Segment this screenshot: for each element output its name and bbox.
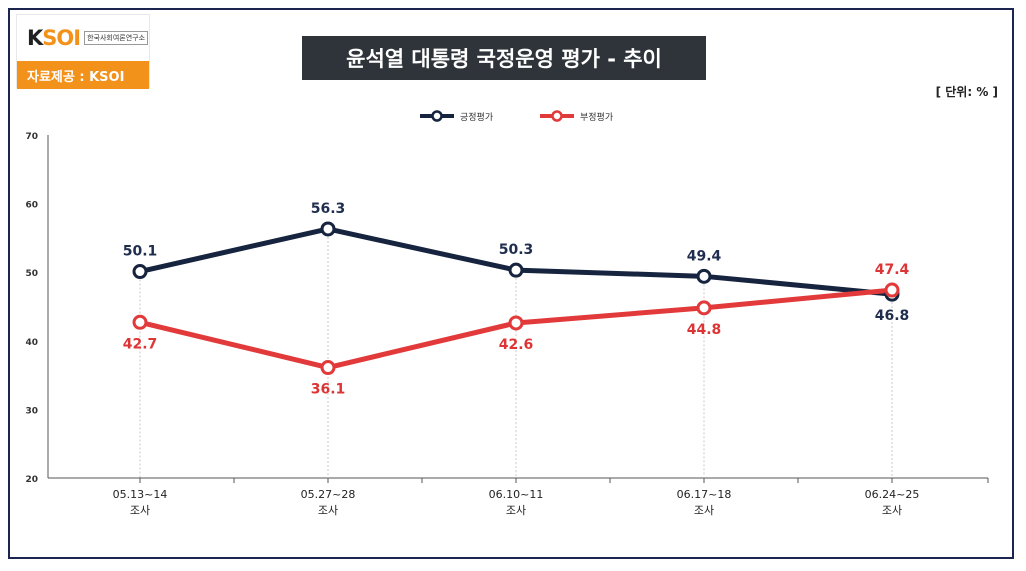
negative-point	[696, 300, 712, 316]
negative-point	[508, 315, 524, 331]
x-tick-label: 05.13~14	[113, 488, 168, 501]
positive-point	[508, 262, 524, 278]
chart-frame	[8, 8, 1014, 559]
y-tick-label: 50	[25, 269, 38, 279]
positive-point	[320, 221, 336, 237]
positive-data-label: 50.1	[123, 244, 158, 260]
negative-data-label: 42.6	[499, 337, 534, 353]
legend-negative-label: 부정평가	[580, 112, 613, 123]
logo-mark: KSOI	[27, 26, 81, 50]
x-tick-label: 06.24~25	[865, 488, 920, 501]
positive-data-label: 50.3	[499, 242, 534, 258]
negative-data-label: 42.7	[123, 336, 158, 352]
legend-positive-marker	[431, 110, 443, 122]
x-tick-sublabel: 조사	[882, 504, 902, 517]
x-tick-sublabel: 조사	[130, 504, 150, 517]
chart-title: 윤석열 대통령 국정운영 평가 - 추이	[302, 36, 706, 80]
negative-data-label: 44.8	[687, 322, 722, 338]
legend-negative-marker	[551, 110, 563, 122]
unit-label: [ 단위: % ]	[935, 85, 998, 99]
negative-point	[320, 360, 336, 376]
positive-point	[132, 264, 148, 280]
x-tick-label: 06.17~18	[677, 488, 732, 501]
positive-data-label: 46.8	[875, 308, 910, 324]
y-tick-label: 40	[25, 338, 38, 348]
negative-data-label: 47.4	[875, 262, 910, 278]
x-tick-sublabel: 조사	[694, 504, 714, 517]
positive-point	[696, 268, 712, 284]
x-tick-label: 06.10~11	[489, 488, 544, 501]
y-tick-label: 30	[25, 406, 38, 416]
source-label: 자료제공 : KSOI	[17, 61, 149, 89]
y-tick-label: 70	[25, 132, 38, 142]
y-tick-label: 20	[25, 475, 38, 485]
negative-point	[884, 282, 900, 298]
positive-series-line	[137, 226, 895, 297]
positive-data-label: 56.3	[311, 201, 346, 217]
negative-point	[132, 314, 148, 330]
y-tick-label: 60	[25, 201, 38, 211]
legend-positive-label: 긍정평가	[460, 112, 493, 123]
logo-subtitle: 한국사회여론연구소	[84, 31, 149, 45]
ksoi-logo: KSOI 한국사회여론연구소 자료제공 : KSOI	[16, 14, 150, 89]
x-tick-sublabel: 조사	[506, 504, 526, 517]
x-tick-sublabel: 조사	[318, 504, 338, 517]
positive-data-label: 49.4	[687, 248, 722, 264]
negative-data-label: 36.1	[311, 382, 346, 398]
x-tick-label: 05.27~28	[301, 488, 356, 501]
